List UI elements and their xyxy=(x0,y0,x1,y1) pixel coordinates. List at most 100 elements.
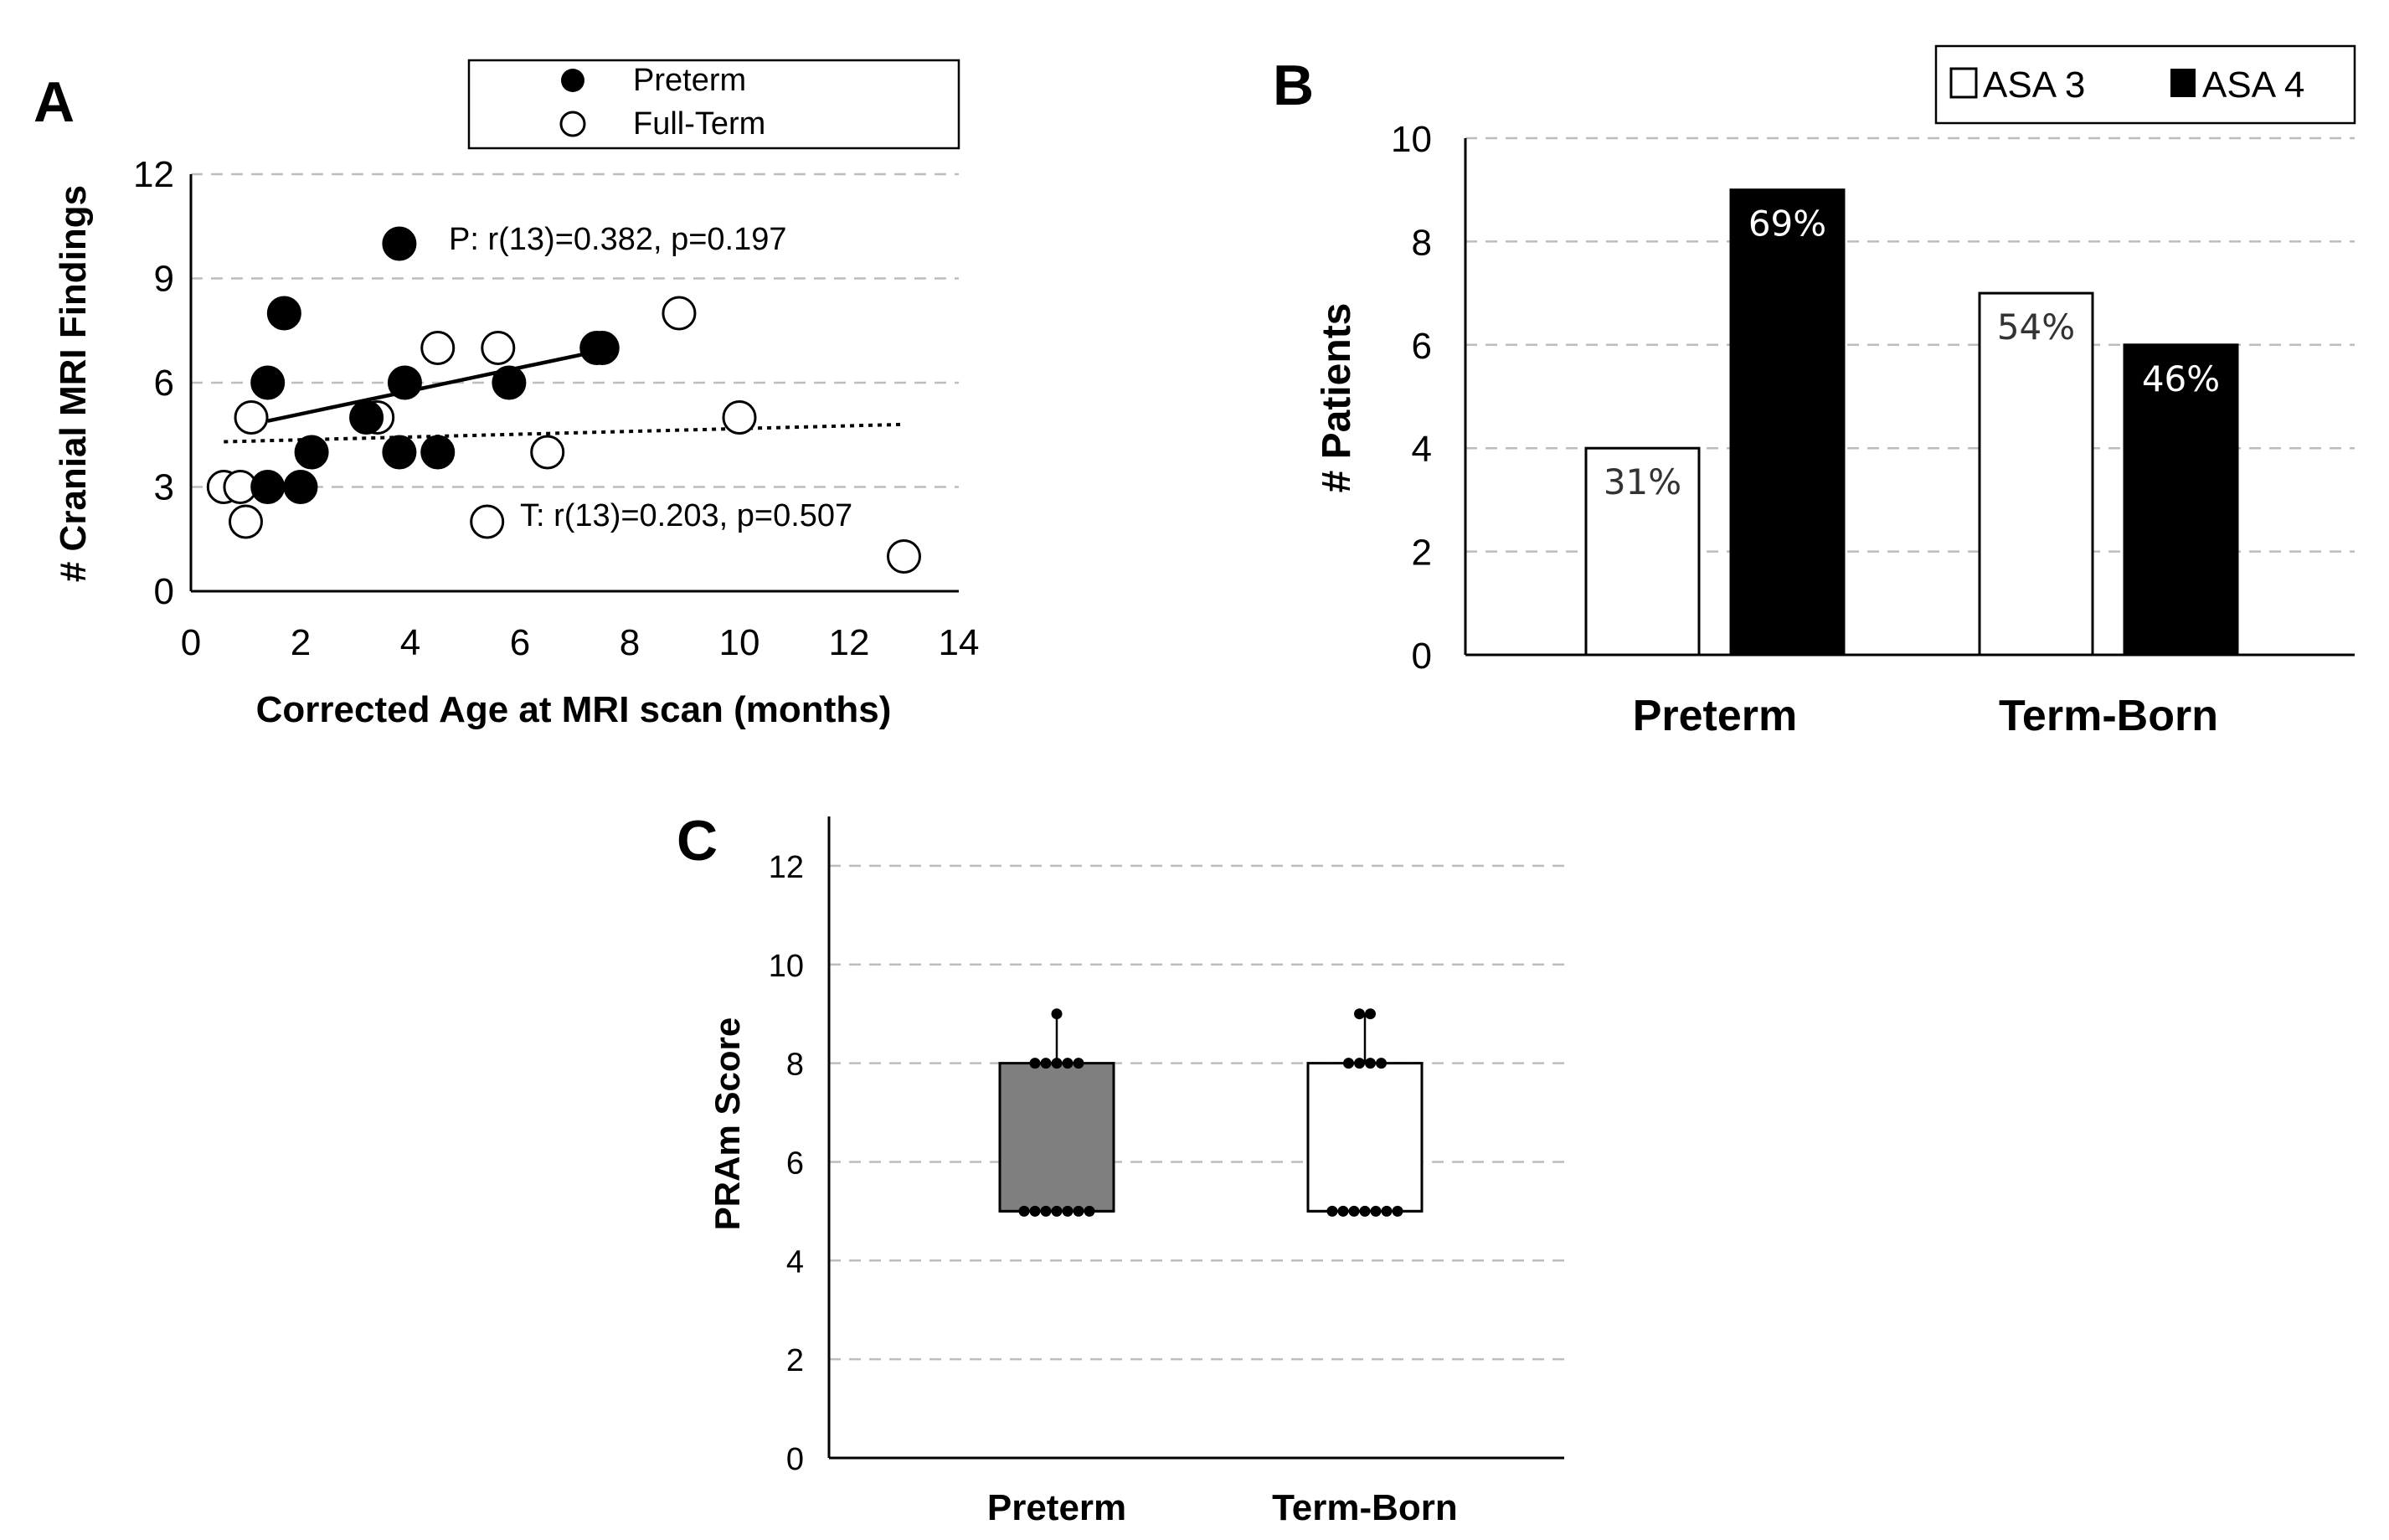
preterm-point xyxy=(382,435,417,470)
preterm-point xyxy=(294,435,329,470)
box-data-point xyxy=(1354,1058,1365,1069)
panel-b-y-tick-label: 0 xyxy=(1412,636,1432,677)
preterm-point xyxy=(382,226,417,261)
fullterm-point xyxy=(470,504,505,539)
box-data-point xyxy=(1073,1205,1084,1217)
fullterm-point xyxy=(887,539,921,574)
asa3-percent-label: 54% xyxy=(1997,306,2075,348)
box-data-point xyxy=(1051,1008,1063,1020)
panel-a-x-title: Corrected Age at MRI scan (months) xyxy=(256,689,892,730)
preterm-box xyxy=(998,1062,1115,1213)
panel-c-y-tick-label: 12 xyxy=(769,850,804,885)
panel-a-y-tick-label: 12 xyxy=(133,154,174,195)
panel-a: A 0 3 6 9 12 0 2 4 6 8 10 12 14 Corrected Age at MR… xyxy=(33,59,980,730)
preterm-point xyxy=(250,470,286,504)
box-data-point xyxy=(1365,1008,1376,1020)
legend-fullterm-marker xyxy=(559,111,586,137)
fullterm-point xyxy=(234,400,269,435)
legend-asa4-swatch xyxy=(2170,69,2196,97)
asa4-bar xyxy=(2123,343,2239,657)
box-data-point xyxy=(1084,1205,1095,1217)
panel-b-y-tick-label: 10 xyxy=(1391,119,1432,160)
preterm-point xyxy=(492,365,527,400)
panel-a-y-tick-label: 6 xyxy=(154,363,174,404)
panel-a-x-tick-label: 14 xyxy=(939,622,980,663)
panel-b-category-label: Preterm xyxy=(1633,692,1798,740)
asa3-percent-label: 31% xyxy=(1604,461,1681,502)
panel-c: C 0 2 4 6 8 10 12 Preterm Term-Born PRAm Score xyxy=(677,809,1564,1528)
panel-b-letter: B xyxy=(1273,54,1314,117)
panel-b-y-tick-label: 2 xyxy=(1412,533,1432,574)
panel-c-y-tick-label: 4 xyxy=(786,1244,804,1280)
legend-asa4-label: ASA 4 xyxy=(2202,64,2304,106)
panel-b-legend: ASA 3 ASA 4 xyxy=(1934,44,2356,125)
legend-preterm-marker xyxy=(561,69,584,92)
panel-a-x-tick-label: 4 xyxy=(400,622,420,663)
box-data-point xyxy=(1392,1205,1403,1217)
asa3-bar xyxy=(1584,446,1701,657)
box-data-point xyxy=(1062,1205,1074,1217)
box-data-point xyxy=(1354,1008,1365,1020)
box-data-point xyxy=(1029,1205,1041,1217)
panel-b-y-tick-label: 6 xyxy=(1412,326,1432,367)
box-data-point xyxy=(1073,1058,1084,1069)
panel-c-y-tick-label: 10 xyxy=(769,949,804,984)
panel-c-y-tick-label: 6 xyxy=(786,1146,804,1181)
fullterm-point xyxy=(530,435,565,470)
panel-c-y-tick-label: 2 xyxy=(786,1343,804,1378)
legend-asa3-label: ASA 3 xyxy=(1983,64,2085,106)
panel-b-category-label: Term-Born xyxy=(1999,692,2218,740)
fullterm-point xyxy=(229,504,263,539)
panel-a-x-tick-label: 6 xyxy=(510,622,530,663)
panel-a-letter: A xyxy=(33,70,75,134)
box-data-point xyxy=(1326,1205,1338,1217)
box-data-point xyxy=(1359,1205,1371,1217)
box-data-point xyxy=(1370,1205,1382,1217)
panel-c-y-tick-label: 0 xyxy=(786,1442,804,1477)
legend-fullterm-label: Full-Term xyxy=(633,106,765,142)
box-data-point xyxy=(1029,1058,1041,1069)
asa4-percent-label: 69% xyxy=(1748,203,1826,245)
fullterm-trendline xyxy=(224,422,904,444)
preterm-point xyxy=(283,470,318,504)
box-data-point xyxy=(1365,1058,1376,1069)
panel-c-category-label: Preterm xyxy=(987,1487,1126,1528)
preterm-trendline xyxy=(267,349,598,423)
preterm-correlation-annotation: P: r(13)=0.382, p=0.197 xyxy=(449,222,787,257)
box-data-point xyxy=(1040,1205,1052,1217)
box-data-point xyxy=(1018,1205,1030,1217)
box-data-point xyxy=(1348,1205,1360,1217)
box-data-point xyxy=(1343,1058,1354,1069)
panel-b-y-title: # Patients xyxy=(1315,303,1359,493)
panel-c-category-label: Term-Born xyxy=(1272,1487,1458,1528)
panel-a-x-tick-label: 0 xyxy=(181,622,201,663)
panel-c-letter: C xyxy=(677,809,718,873)
panel-a-y-tick-label: 0 xyxy=(154,571,174,612)
panel-a-x-tick-label: 2 xyxy=(291,622,311,663)
box-data-point xyxy=(1381,1205,1393,1217)
box-data-point xyxy=(1062,1058,1074,1069)
panel-b-legend-box xyxy=(1934,44,2356,125)
fullterm-point xyxy=(722,400,757,435)
panel-c-y-tick-label: 8 xyxy=(786,1048,804,1083)
preterm-point xyxy=(266,296,301,331)
termborn-box xyxy=(1306,1062,1424,1213)
preterm-point xyxy=(420,435,456,470)
panel-a-y-title: # Cranial MRI Findings xyxy=(53,185,94,582)
box-data-point xyxy=(1040,1058,1052,1069)
fullterm-point xyxy=(481,331,516,365)
preterm-point xyxy=(387,365,422,400)
legend-asa3-swatch xyxy=(1949,67,1978,99)
box-data-point xyxy=(1051,1058,1063,1069)
fullterm-point xyxy=(662,296,697,331)
preterm-point xyxy=(584,331,620,365)
box-data-point xyxy=(1376,1058,1387,1069)
panel-a-legend-box xyxy=(467,59,960,150)
panel-b-y-tick-label: 8 xyxy=(1412,222,1432,263)
box-data-point xyxy=(1337,1205,1349,1217)
panel-a-legend: Preterm Full-Term xyxy=(467,59,960,150)
panel-c-y-title: PRAm Score xyxy=(708,1017,747,1230)
panel-a-y-tick-label: 9 xyxy=(154,259,174,300)
